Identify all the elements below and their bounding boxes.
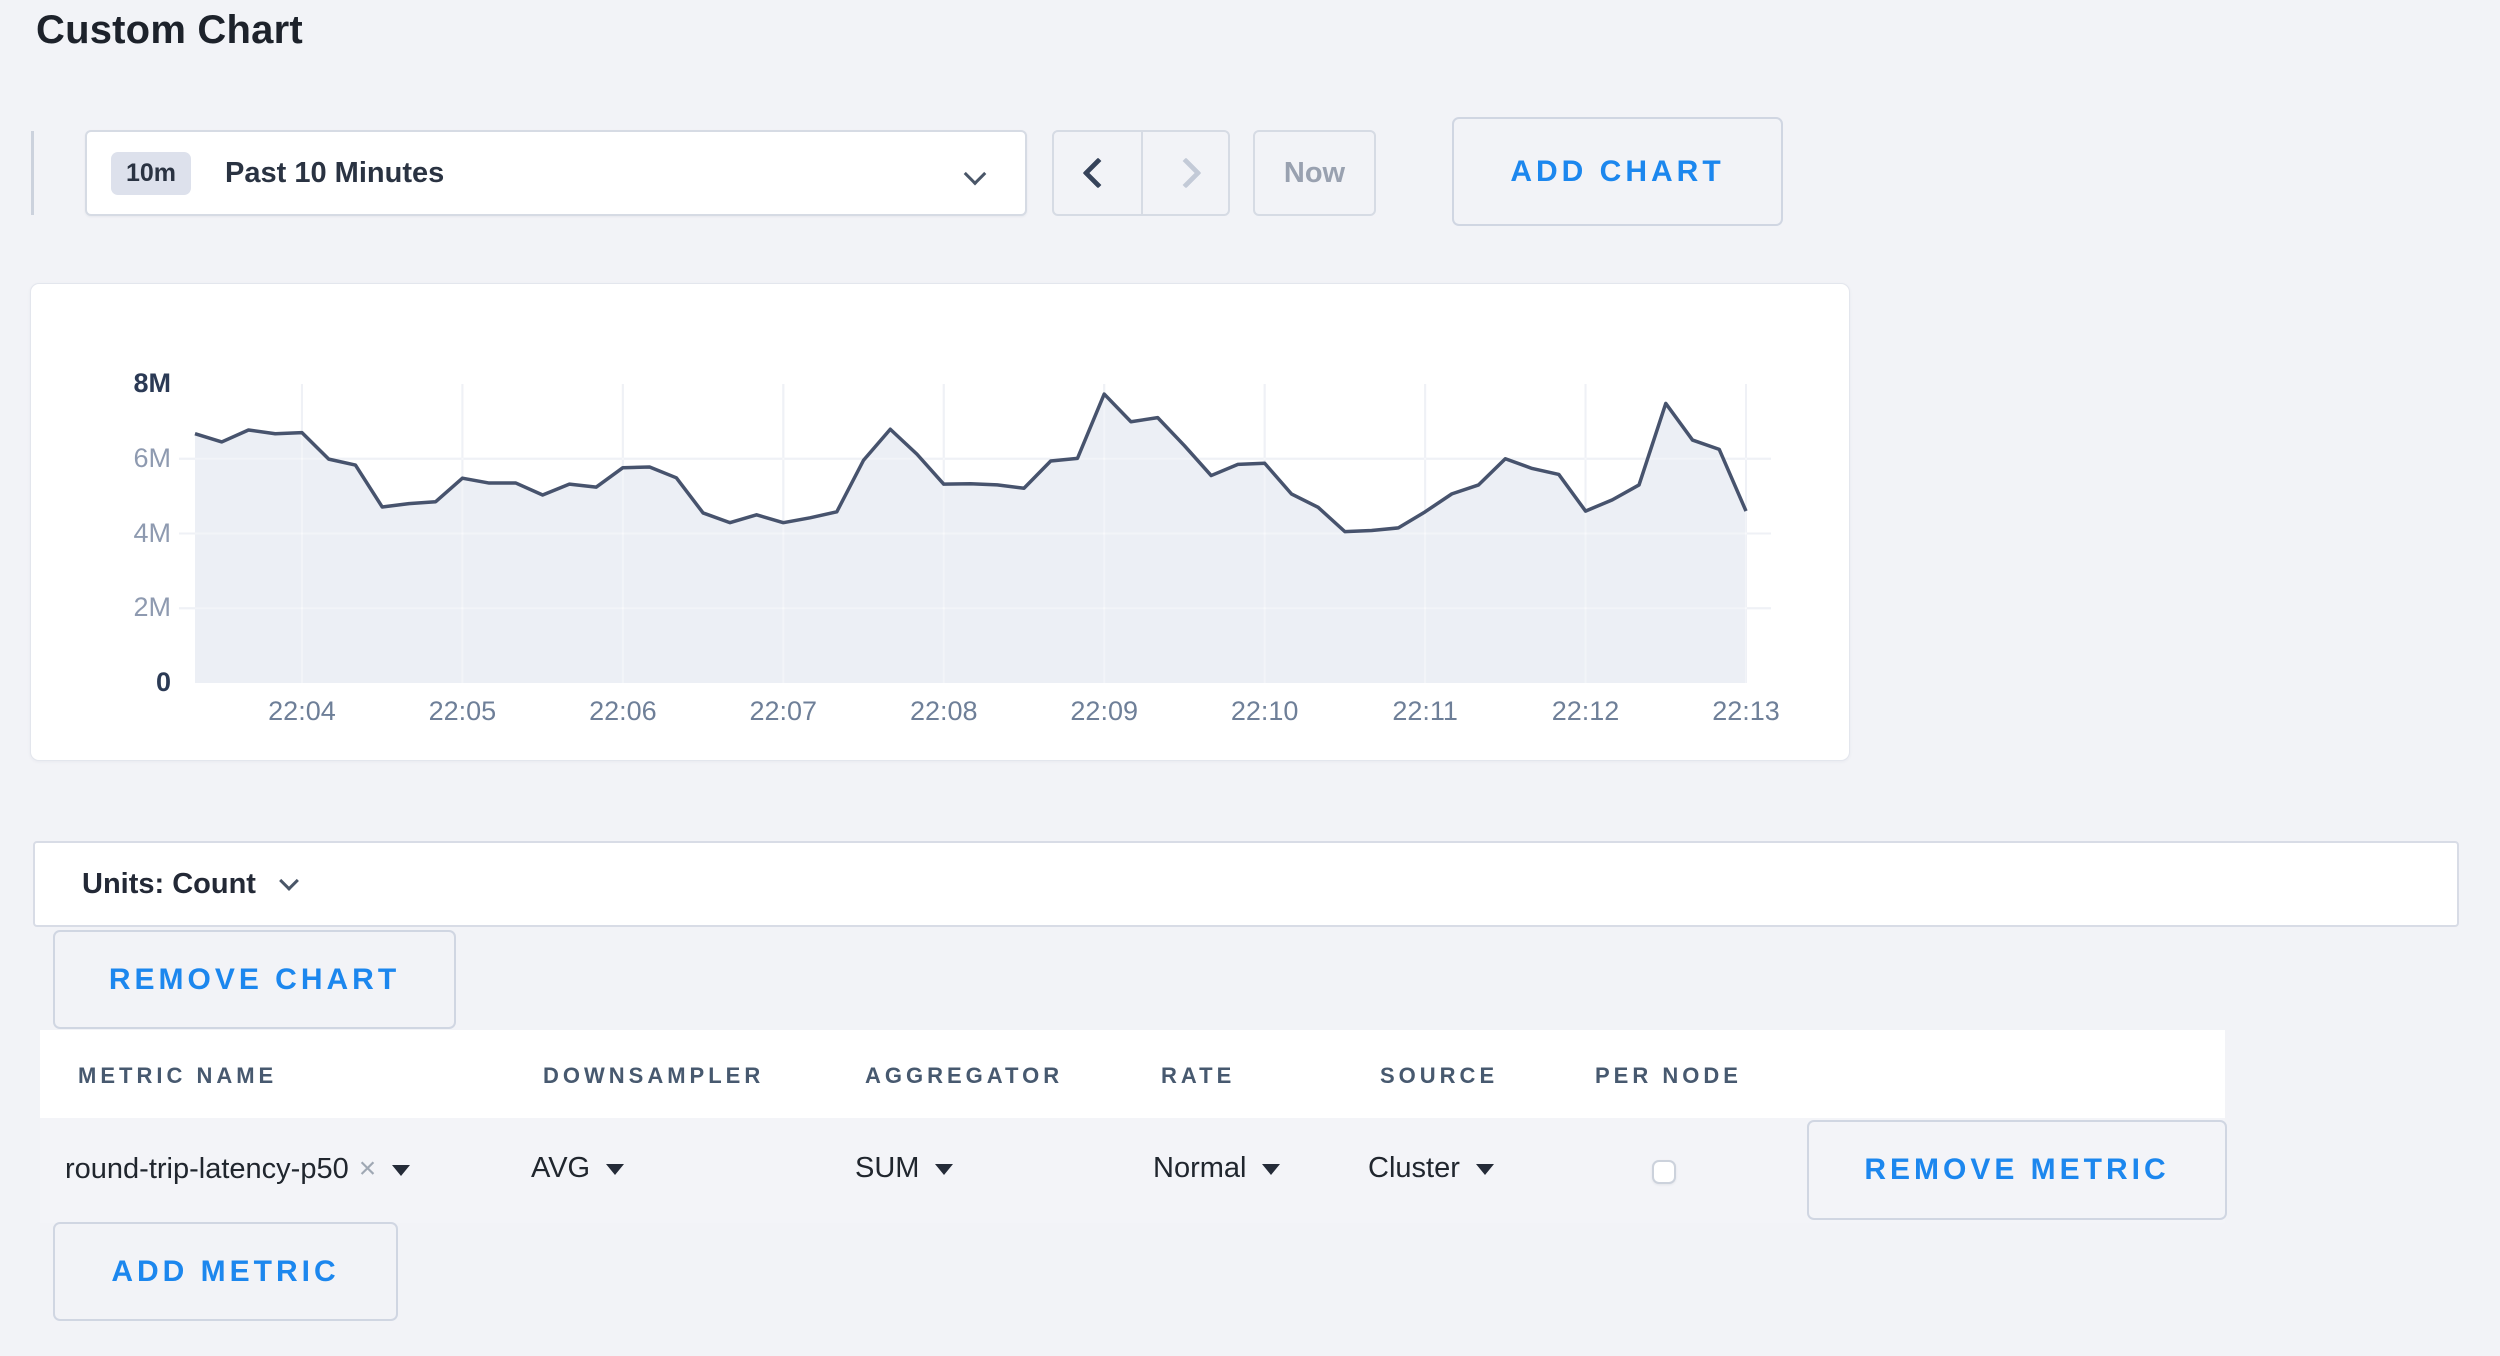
units-label: Units: Count [82, 867, 256, 900]
col-source: SOURCE [1380, 1063, 1499, 1088]
time-range-dropdown[interactable]: 10m Past 10 Minutes [85, 130, 1027, 216]
add-metric-button[interactable]: ADD METRIC [53, 1222, 398, 1321]
x-tick-label: 22:10 [1230, 696, 1299, 726]
x-tick-label: 22:12 [1551, 696, 1620, 726]
x-tick-label: 22:08 [909, 696, 978, 726]
caret-down-icon [1262, 1164, 1281, 1175]
remove-metric-button[interactable]: REMOVE METRIC [1807, 1120, 2227, 1220]
col-metric-name: METRIC NAME [78, 1063, 278, 1088]
downsampler-dropdown[interactable]: AVG [531, 1152, 625, 1185]
prev-time-button[interactable] [1054, 132, 1141, 214]
per-node-checkbox[interactable] [1652, 1160, 1676, 1184]
source-dropdown[interactable]: Cluster [1368, 1152, 1494, 1185]
time-range-badge: 10m [111, 151, 192, 195]
y-tick-label: 2M [133, 592, 171, 623]
y-tick-label: 8M [133, 368, 171, 398]
x-tick-label: 22:11 [1392, 696, 1458, 726]
caret-down-icon [1475, 1164, 1494, 1175]
y-tick-label: 0 [155, 667, 171, 697]
metrics-table-header: METRIC NAME DOWNSAMPLER AGGREGATOR RATE … [40, 1030, 2225, 1118]
aggregator-value: SUM [855, 1152, 920, 1184]
caret-down-icon [935, 1164, 954, 1175]
page-title: Custom Chart [36, 8, 303, 52]
metric-name-value: round-trip-latency-p50 [65, 1153, 349, 1185]
chevron-down-icon [963, 162, 987, 186]
chevron-right-icon [1169, 157, 1202, 189]
time-range-label: Past 10 Minutes [225, 156, 445, 189]
y-tick-label: 6M [133, 442, 171, 473]
chart-svg [179, 384, 1771, 683]
toolbar-divider [31, 131, 34, 215]
downsampler-value: AVG [531, 1152, 591, 1184]
x-tick-label: 22:05 [428, 696, 497, 726]
col-per-node: PER NODE [1595, 1063, 1742, 1088]
next-time-button[interactable] [1141, 132, 1228, 214]
aggregator-dropdown[interactable]: SUM [855, 1152, 954, 1185]
caret-down-icon [392, 1165, 411, 1176]
x-tick-label: 22:07 [749, 696, 818, 726]
now-button[interactable]: Now [1253, 130, 1376, 216]
y-tick-label: 4M [133, 517, 171, 548]
chevron-left-icon [1081, 157, 1114, 189]
rate-dropdown[interactable]: Normal [1153, 1152, 1281, 1185]
col-aggregator: AGGREGATOR [865, 1063, 1064, 1088]
caret-down-icon [606, 1164, 625, 1175]
metric-row: round-trip-latency-p50 × AVG SUM Normal C… [40, 1118, 2227, 1223]
x-tick-label: 22:09 [1070, 696, 1138, 726]
add-chart-button[interactable]: ADD CHART [1452, 117, 1783, 226]
x-tick-label: 22:13 [1712, 696, 1780, 726]
clear-metric-icon[interactable]: × [358, 1152, 377, 1185]
metric-name-dropdown[interactable]: round-trip-latency-p50 × [65, 1152, 411, 1186]
x-tick-label: 22:04 [268, 696, 336, 726]
col-downsampler: DOWNSAMPLER [543, 1063, 765, 1088]
time-step-button-group [1052, 130, 1230, 216]
col-rate: RATE [1161, 1063, 1236, 1088]
rate-value: Normal [1153, 1152, 1247, 1184]
units-dropdown[interactable]: Units: Count [33, 841, 2459, 927]
chart-card[interactable]: 0 2M 4M 6M 8M 22:04 22:05 22:06 22:07 22:08 22:09… [30, 283, 1850, 761]
remove-chart-button[interactable]: REMOVE CHART [53, 930, 456, 1029]
x-tick-label: 22:06 [589, 696, 657, 726]
chevron-down-icon [279, 871, 299, 891]
source-value: Cluster [1368, 1152, 1460, 1184]
